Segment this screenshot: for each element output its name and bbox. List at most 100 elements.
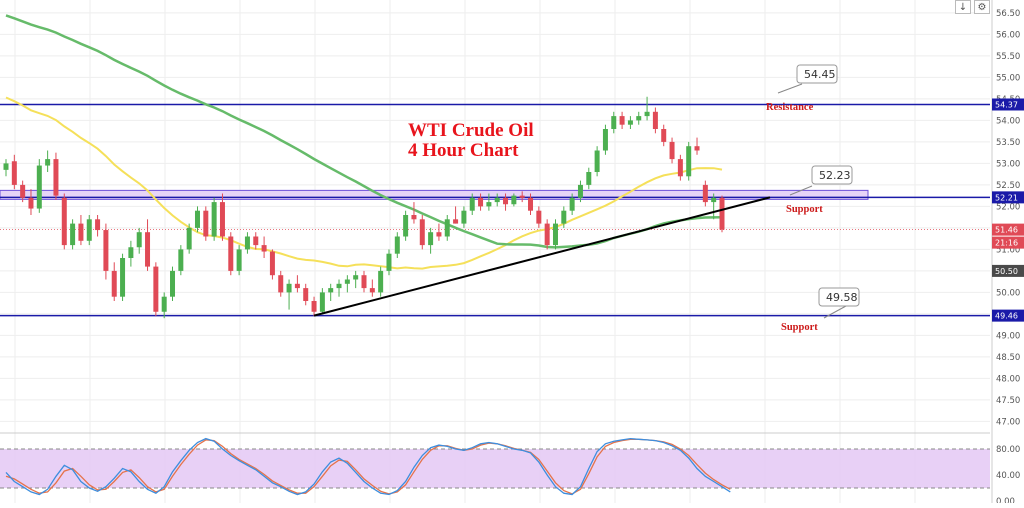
candle-body [153,266,159,312]
candle-body [111,270,117,297]
candle-79 [661,124,667,147]
candle-25 [211,197,217,241]
y-tick-label-10: 52.00 [996,202,1020,212]
candle-body [419,219,425,246]
candle-body [103,230,109,271]
candle-body [369,288,375,293]
candle-body [294,283,300,289]
candle-73 [611,111,617,134]
candle-body [170,270,176,297]
candle-2 [20,180,26,203]
candle-body [194,210,200,228]
candle-body [552,223,558,246]
candle-body [186,227,192,250]
candle-31 [261,236,267,258]
candle-67 [561,206,567,228]
y-tick-label-1: 47.50 [996,396,1020,406]
candle-13 [111,262,117,301]
candle-body [528,197,534,211]
candle-body [636,116,642,121]
y-tick-label-11: 52.50 [996,181,1020,191]
candle-body [586,172,592,185]
candle-23 [194,206,200,233]
candle-68 [569,193,575,215]
candle-body [619,116,625,125]
candle-body [344,279,350,284]
candle-body [719,197,725,230]
y-tick-label-0: 47.00 [996,417,1020,427]
candle-body [386,253,392,271]
resistance-tag: 54.37 [995,100,1018,109]
candle-77 [644,96,650,121]
candle-body [428,232,434,246]
candle-29 [244,232,250,254]
countdown-tag-bg [992,236,1024,249]
support-lower-callout-value: 49.58 [826,291,858,304]
candle-30 [253,232,259,250]
support-lower-tag: 49.46 [995,312,1018,321]
candle-body [644,111,650,117]
candle-8 [70,219,76,250]
candle-body [3,163,9,170]
candle-9 [78,215,84,246]
candle-body [411,215,417,220]
support-upper-callout-value: 52.23 [819,169,851,182]
candle-71 [594,146,600,177]
candle-3 [28,189,34,215]
candle-body [303,288,309,301]
settings-icon[interactable]: ⚙ [974,0,990,14]
candle-body [228,236,234,271]
candle-body [278,275,284,293]
y-tick-label-18: 56.00 [996,30,1020,40]
resistance-tag-bg [992,98,1024,111]
candle-body [28,197,34,209]
stoch-k-line [5,437,731,496]
stochastic-panel [0,432,990,496]
candle-body [120,258,126,297]
candle-27 [228,232,234,276]
candle-1 [11,154,17,190]
candle-34 [286,279,292,310]
candle-body [361,275,367,289]
candle-body [677,159,683,177]
candle-56 [469,193,475,215]
y-tick-label-13: 53.50 [996,138,1020,148]
candle-body [86,219,92,241]
countdown-tag: 21:16 [995,239,1018,248]
candle-body [661,129,667,142]
candle-14 [120,253,126,301]
candle-76 [636,111,642,125]
candle-26 [219,193,225,241]
support-upper-callout: 52.23 [789,165,853,196]
candle-body [403,215,409,237]
annotations: WTI Crude Oil 4 Hour Chart Resistance Su… [408,64,860,333]
candle-53 [444,215,450,241]
price-tags: 54.37 52.21 49.46 51.46 21:16 50.50 [992,98,1024,322]
candle-58 [486,193,492,211]
candle-body [569,197,575,211]
candle-86 [719,195,725,233]
candle-body [95,219,101,231]
candle-85 [711,193,717,220]
candle-body [536,210,542,224]
candle-45 [378,266,384,297]
candle-78 [652,107,658,134]
candle-body [136,232,142,248]
candle-6 [53,152,59,200]
candle-body [436,232,442,237]
candle-66 [552,219,558,250]
candle-35 [294,275,300,293]
trendline [313,196,771,317]
candle-body [561,210,567,224]
trendline-layer [313,196,771,317]
candle-74 [619,111,625,129]
candle-body [178,249,184,271]
y-tick-label-12: 53.00 [996,159,1020,169]
ma-fast-line [5,96,723,270]
support-upper-tag-bg [992,191,1024,204]
download-icon[interactable]: ↓ [955,0,971,14]
y-tick-label-2: 48.00 [996,374,1020,384]
candle-body [627,120,633,125]
